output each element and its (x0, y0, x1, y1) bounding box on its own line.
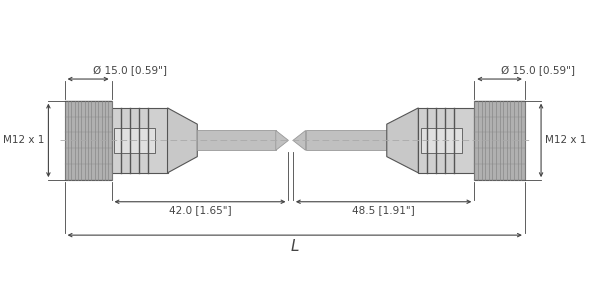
Text: L: L (290, 239, 299, 254)
Bar (197, 130, 276, 150)
Bar (114, 128, 155, 153)
Text: M12 x 1: M12 x 1 (545, 135, 586, 145)
Polygon shape (276, 130, 289, 150)
Bar (65, 101, 112, 180)
Bar (418, 108, 474, 173)
Bar (421, 128, 461, 153)
Text: 42.0 [1.65"]: 42.0 [1.65"] (169, 205, 231, 215)
Polygon shape (293, 130, 306, 150)
Text: Ø 15.0 [0.59"]: Ø 15.0 [0.59"] (502, 66, 575, 76)
Polygon shape (387, 108, 418, 173)
Text: M12 x 1: M12 x 1 (4, 135, 45, 145)
Text: 48.5 [1.91"]: 48.5 [1.91"] (352, 205, 415, 215)
Text: Ø 15.0 [0.59"]: Ø 15.0 [0.59"] (93, 66, 166, 76)
Bar (112, 108, 168, 173)
Polygon shape (168, 108, 197, 173)
Bar (474, 101, 525, 180)
Bar (306, 130, 387, 150)
